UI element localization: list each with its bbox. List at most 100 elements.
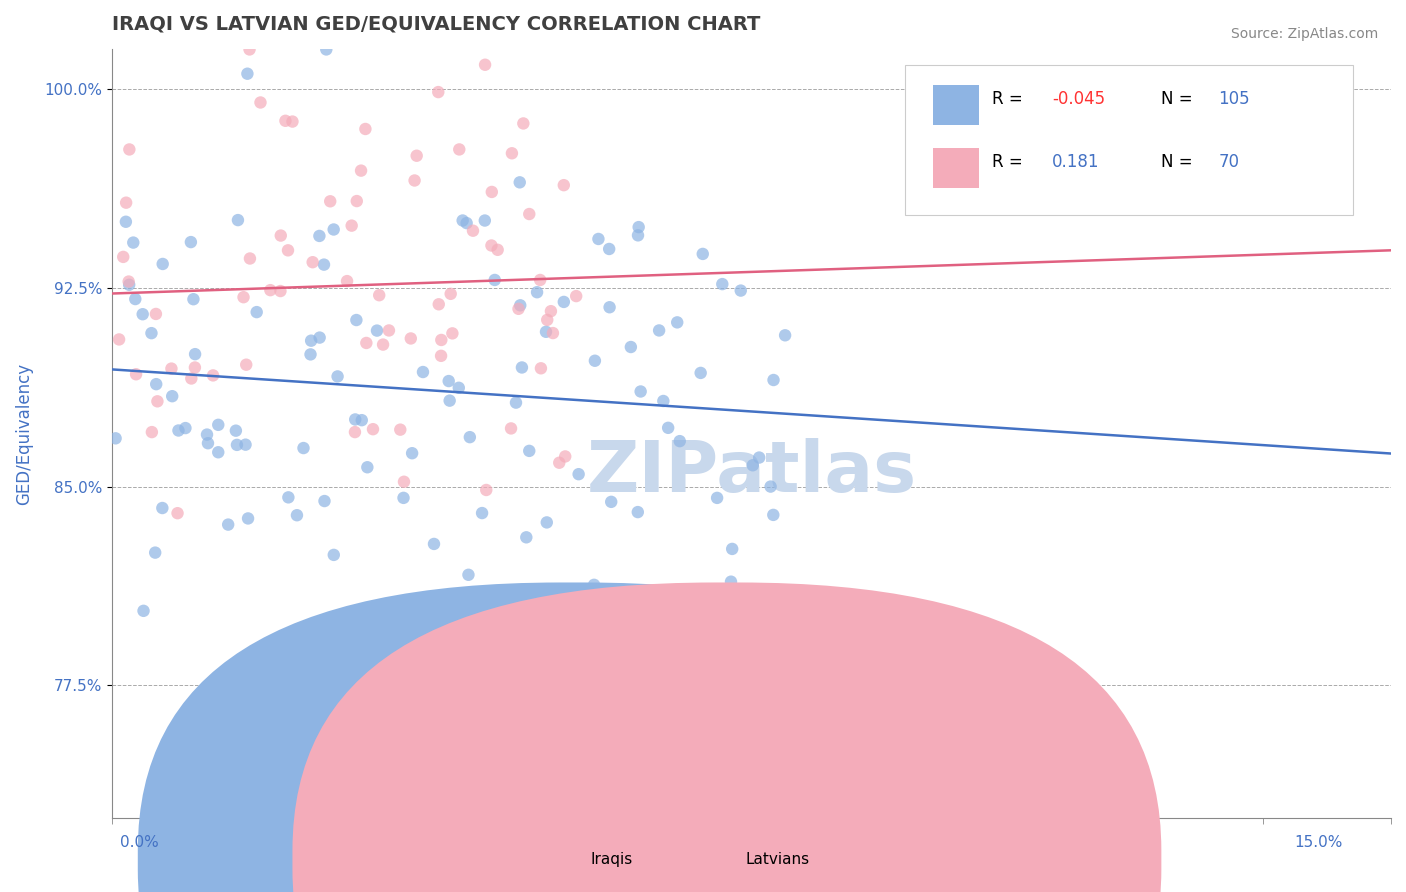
Point [427, 85, 450, 99]
Point [207, 417, 229, 432]
Point [246, 305, 269, 319]
Point [404, 173, 426, 187]
Point [366, 324, 388, 338]
Point [225, 424, 247, 438]
Text: Latvians: Latvians [745, 853, 810, 867]
Point [689, 366, 711, 380]
Text: R =: R = [991, 89, 1028, 108]
Point [141, 326, 163, 340]
Point [259, 283, 281, 297]
Point [399, 331, 422, 345]
Text: IRAQI VS LATVIAN GED/EQUIVALENCY CORRELATION CHART: IRAQI VS LATVIAN GED/EQUIVALENCY CORRELA… [112, 15, 761, 34]
Point [430, 333, 453, 347]
Point [183, 292, 205, 306]
Point [486, 243, 509, 257]
Point [195, 427, 218, 442]
Point [773, 328, 796, 343]
Point [274, 113, 297, 128]
Point [481, 238, 503, 252]
Point [458, 430, 481, 444]
Point [512, 116, 534, 130]
Point [145, 307, 167, 321]
Point [277, 244, 299, 258]
Point [517, 443, 540, 458]
Point [652, 394, 675, 409]
Point [657, 421, 679, 435]
Point [401, 446, 423, 460]
Point [423, 537, 446, 551]
Point [269, 284, 291, 298]
Point [312, 258, 335, 272]
Point [202, 368, 225, 383]
Point [141, 425, 163, 439]
Point [281, 114, 304, 128]
Point [343, 425, 366, 439]
Point [125, 368, 148, 382]
Point [361, 422, 384, 436]
Point [389, 423, 412, 437]
Text: -0.045: -0.045 [1052, 89, 1105, 108]
Point [474, 213, 496, 227]
Point [730, 284, 752, 298]
Point [122, 235, 145, 250]
Point [322, 548, 344, 562]
Point [108, 333, 131, 347]
Point [553, 178, 575, 193]
Point [270, 228, 292, 243]
Point [600, 495, 623, 509]
Point [720, 574, 742, 589]
Point [336, 274, 359, 288]
Point [449, 143, 471, 157]
Point [354, 122, 377, 136]
Point [378, 323, 401, 337]
Point [104, 431, 127, 445]
Point [548, 456, 571, 470]
Point [620, 340, 643, 354]
Point [131, 307, 153, 321]
Point [395, 731, 418, 746]
Point [599, 300, 621, 314]
Point [762, 373, 785, 387]
Point [115, 195, 138, 210]
Point [180, 371, 202, 385]
Point [427, 297, 450, 311]
Point [461, 224, 484, 238]
Point [439, 393, 461, 408]
Point [118, 143, 141, 157]
Point [481, 185, 503, 199]
Text: R =: R = [991, 153, 1028, 170]
Point [226, 438, 249, 452]
Point [308, 330, 330, 344]
Point [238, 42, 260, 56]
Point [692, 247, 714, 261]
Point [356, 460, 378, 475]
Point [475, 483, 498, 497]
Point [207, 445, 229, 459]
Point [392, 475, 415, 489]
Point [115, 215, 138, 229]
Point [508, 301, 530, 316]
Point [541, 326, 564, 340]
Point [392, 491, 415, 505]
Point [340, 219, 363, 233]
Bar [934, 148, 979, 188]
Bar [934, 85, 979, 125]
Point [457, 567, 479, 582]
Point [150, 501, 173, 516]
Point [346, 194, 368, 208]
Point [762, 508, 785, 522]
Point [536, 516, 558, 530]
Point [232, 290, 254, 304]
Point [536, 313, 558, 327]
Point [301, 255, 323, 269]
Point [456, 216, 478, 230]
Point [499, 421, 522, 435]
Point [447, 381, 470, 395]
Text: N =: N = [1161, 153, 1198, 170]
Point [627, 228, 650, 243]
Point [160, 361, 183, 376]
Text: 0.0%: 0.0% [120, 836, 159, 850]
FancyBboxPatch shape [905, 65, 1353, 215]
Point [350, 413, 373, 427]
Text: Source: ZipAtlas.com: Source: ZipAtlas.com [1230, 27, 1378, 41]
